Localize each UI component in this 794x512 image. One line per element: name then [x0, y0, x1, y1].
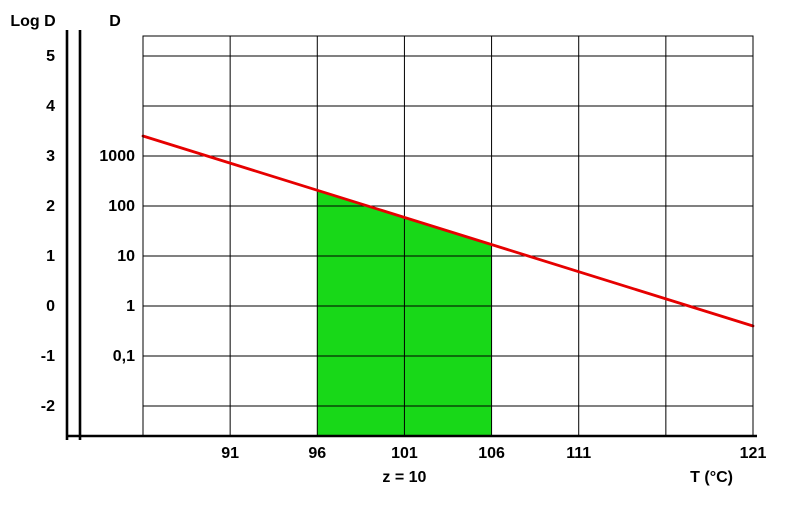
- y-inner-tick-label: 0,1: [113, 348, 135, 365]
- y-outer-tick-label: 3: [46, 148, 55, 165]
- chart-container: 543210-1-210001001010,19196101106111121L…: [0, 0, 794, 512]
- y-outer-axis-label: Log D: [10, 13, 55, 30]
- y-inner-axis-label: D: [109, 13, 121, 30]
- x-tick-label: 106: [478, 445, 505, 462]
- log-d-vs-temperature-chart: 543210-1-210001001010,19196101106111121L…: [0, 0, 794, 512]
- y-outer-tick-label: 0: [46, 298, 55, 315]
- x-tick-label: 111: [566, 445, 591, 462]
- y-inner-tick-label: 1000: [99, 148, 135, 165]
- y-outer-tick-label: 2: [46, 198, 55, 215]
- x-tick-label: 96: [308, 445, 326, 462]
- x-axis-label: T (°C): [690, 469, 733, 486]
- y-inner-tick-label: 10: [117, 248, 135, 265]
- x-tick-label: 121: [740, 445, 767, 462]
- y-inner-tick-label: 100: [108, 198, 135, 215]
- y-inner-tick-label: 1: [126, 298, 135, 315]
- x-tick-label: 101: [391, 445, 418, 462]
- y-outer-tick-label: 5: [46, 48, 55, 65]
- x-tick-label: 91: [221, 445, 239, 462]
- y-outer-tick-label: -2: [41, 398, 55, 415]
- y-outer-tick-label: 1: [46, 248, 55, 265]
- y-outer-tick-label: -1: [41, 348, 55, 365]
- z-caption: z = 10: [382, 469, 426, 486]
- y-outer-tick-label: 4: [46, 98, 55, 115]
